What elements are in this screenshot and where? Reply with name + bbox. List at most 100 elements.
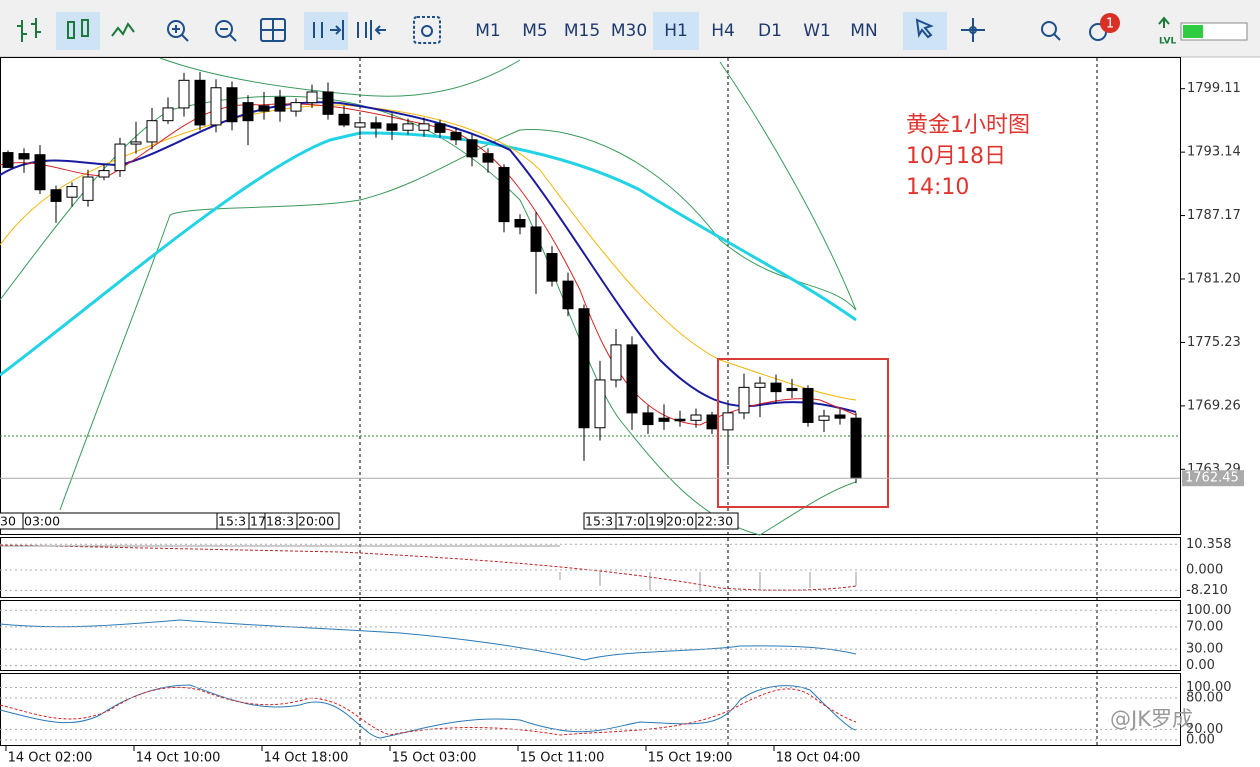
indicator-tick-label: 0.00 — [1186, 732, 1215, 747]
indicator-tick-label: 70.00 — [1186, 619, 1223, 634]
session-label: 03:00 — [24, 514, 60, 529]
indicator-tick-label: 100.00 — [1186, 603, 1232, 618]
watermark: @JK罗成 — [1110, 707, 1193, 731]
session-label: 20:0 — [666, 514, 694, 529]
timeframe-button[interactable]: M30 — [611, 21, 647, 41]
candle-body — [178, 79, 190, 109]
candle-body — [2, 152, 14, 168]
candle-body — [194, 79, 206, 126]
candle-body — [738, 386, 750, 414]
time-label: 14 Oct 10:00 — [136, 751, 221, 766]
price-tick-label: 1775.23 — [1187, 335, 1241, 350]
candle-body — [818, 415, 830, 421]
candle-body — [706, 414, 718, 430]
badge — [1100, 13, 1120, 33]
time-label: 18 Oct 04:00 — [776, 751, 861, 766]
candle-body — [530, 226, 542, 252]
candle-body — [82, 176, 94, 201]
annotation: 黄金1小时图 — [906, 113, 1030, 138]
price-tick-label: 1787.17 — [1187, 208, 1241, 223]
highlight-box — [717, 358, 889, 508]
candle-body — [354, 122, 366, 128]
candle-body — [786, 387, 798, 392]
time-label: 15 Oct 03:00 — [392, 751, 477, 766]
timeframe-button[interactable]: M15 — [564, 21, 600, 41]
candle-body — [258, 105, 270, 112]
candle-body — [418, 123, 430, 131]
candle-body — [34, 154, 46, 191]
candle-body — [850, 417, 862, 479]
candle-body — [322, 91, 334, 115]
timeframe-button[interactable]: M5 — [522, 21, 547, 41]
indicator-tick-label: 10.358 — [1186, 537, 1232, 552]
candle-body — [162, 107, 174, 122]
candle-body — [450, 131, 462, 141]
candle-body — [98, 170, 110, 178]
price-tick-label: 1769.26 — [1187, 398, 1241, 413]
time-label: 14 Oct 02:00 — [8, 751, 93, 766]
candle-body — [274, 96, 286, 112]
indicator-tick-label: -8.210 — [1186, 583, 1228, 598]
candle-body — [722, 412, 734, 431]
timeframe-button[interactable]: D1 — [758, 21, 782, 41]
timeframe-button[interactable]: H4 — [711, 21, 735, 41]
candle-body — [578, 308, 590, 429]
tool-icons[interactable] — [915, 18, 1107, 42]
candle-body — [338, 113, 350, 126]
timeframe-button[interactable]: H1 — [664, 21, 688, 41]
indicator-tick-label: 20.00 — [1186, 722, 1223, 737]
session-label: 15:3 — [218, 514, 246, 529]
candle-body — [642, 412, 654, 426]
timeframe-button[interactable]: W1 — [803, 21, 831, 41]
time-label: 15 Oct 11:00 — [520, 751, 605, 766]
badge-count: 1 — [1106, 17, 1114, 32]
session-label: 22:30 — [697, 514, 733, 529]
candle-body — [594, 379, 606, 429]
session-label: 18:3 — [266, 514, 294, 529]
candle-body — [674, 418, 686, 422]
time-label: 15 Oct 19:00 — [648, 751, 733, 766]
candle-body — [466, 139, 478, 158]
session-label: 20:00 — [298, 514, 334, 529]
session-label: 17:0 — [617, 514, 645, 529]
level-label: LVL — [1159, 37, 1176, 47]
indicator-tick-label: 80.00 — [1186, 691, 1223, 706]
candle-body — [146, 120, 158, 143]
toolbar — [0, 0, 1260, 57]
candle-body — [370, 122, 382, 129]
candle-body — [834, 414, 846, 419]
annotation: 10月18日 — [906, 144, 1006, 169]
timeframe-button[interactable]: M1 — [475, 21, 500, 41]
indicator-tick-label: 100.00 — [1186, 680, 1232, 695]
indicator-tick-label: 30.00 — [1186, 642, 1223, 657]
pane-borders — [0, 57, 1181, 746]
candle-body — [50, 189, 62, 202]
candle-body — [562, 280, 574, 310]
candle-body — [290, 102, 302, 112]
toolbar-icons[interactable] — [17, 12, 135, 50]
candle-body — [498, 166, 510, 223]
candle-body — [242, 102, 254, 122]
candle-body — [690, 414, 702, 421]
timeframe-button[interactable]: MN — [850, 21, 877, 41]
session-tag — [695, 512, 739, 530]
zoom-icons[interactable] — [167, 12, 441, 50]
candle-body — [18, 153, 30, 160]
candle-body — [402, 123, 414, 131]
session-label: 17 — [250, 514, 266, 529]
indicator-tick-label: 0.00 — [1186, 658, 1215, 673]
active-timeframe — [653, 12, 699, 50]
candle-body — [658, 417, 670, 422]
candle-body — [66, 186, 78, 198]
candle-body — [610, 344, 622, 381]
candle-body — [802, 387, 814, 423]
candle-body — [770, 382, 782, 393]
candle-body — [482, 153, 494, 163]
price-tick-label: 1781.20 — [1187, 272, 1241, 287]
session-tag — [296, 512, 340, 530]
candle-body — [626, 344, 638, 414]
annotation: 14:10 — [906, 175, 969, 200]
candle-body — [306, 91, 318, 104]
indicator-tick-label: 0.000 — [1186, 562, 1223, 577]
